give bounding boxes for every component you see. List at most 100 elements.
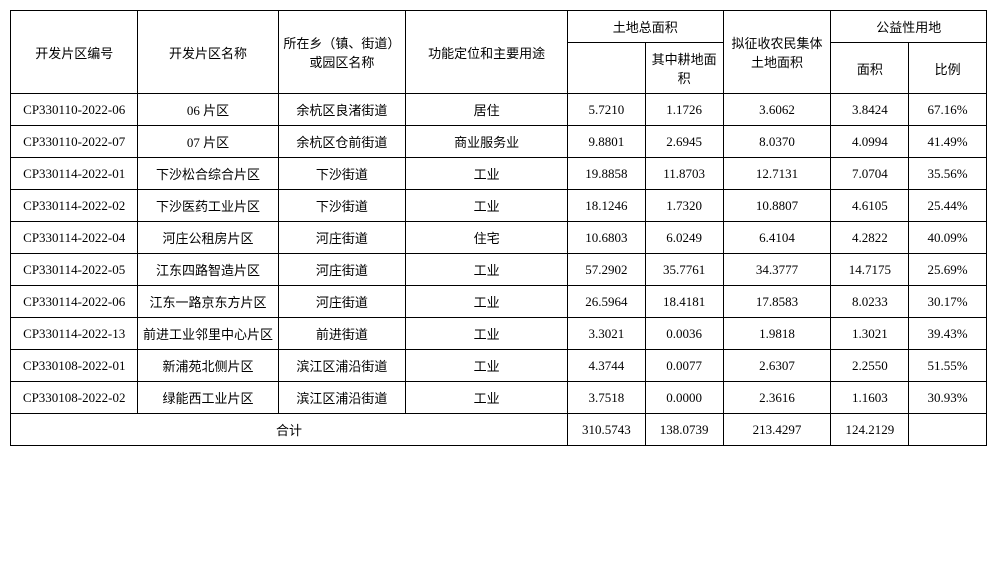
cell-public-ratio: 30.17% <box>909 286 987 318</box>
cell-name: 河庄公租房片区 <box>138 222 278 254</box>
cell-farmland: 11.8703 <box>645 158 723 190</box>
cell-location: 余杭区良渚街道 <box>278 94 405 126</box>
cell-function: 工业 <box>406 254 568 286</box>
cell-public-ratio: 25.69% <box>909 254 987 286</box>
cell-farmland: 2.6945 <box>645 126 723 158</box>
cell-name: 江东一路京东方片区 <box>138 286 278 318</box>
cell-location: 河庄街道 <box>278 254 405 286</box>
cell-total-area: 18.1246 <box>568 190 646 222</box>
cell-id: CP330108-2022-01 <box>11 350 138 382</box>
land-development-table: 开发片区编号 开发片区名称 所在乡（镇、街道）或园区名称 功能定位和主要用途 土… <box>10 10 987 446</box>
cell-function: 工业 <box>406 350 568 382</box>
cell-name: 06 片区 <box>138 94 278 126</box>
cell-id: CP330108-2022-02 <box>11 382 138 414</box>
header-function: 功能定位和主要用途 <box>406 11 568 94</box>
cell-farmland: 18.4181 <box>645 286 723 318</box>
cell-collective: 6.4104 <box>723 222 831 254</box>
cell-farmland: 0.0000 <box>645 382 723 414</box>
cell-location: 河庄街道 <box>278 222 405 254</box>
cell-total-area: 26.5964 <box>568 286 646 318</box>
table-row: CP330114-2022-13前进工业邻里中心片区前进街道工业3.30210.… <box>11 318 987 350</box>
header-id: 开发片区编号 <box>11 11 138 94</box>
cell-location: 余杭区仓前街道 <box>278 126 405 158</box>
table-row: CP330114-2022-06江东一路京东方片区河庄街道工业26.596418… <box>11 286 987 318</box>
cell-collective: 8.0370 <box>723 126 831 158</box>
cell-name: 07 片区 <box>138 126 278 158</box>
cell-total-area: 4.3744 <box>568 350 646 382</box>
cell-farmland: 0.0036 <box>645 318 723 350</box>
cell-farmland: 1.7320 <box>645 190 723 222</box>
cell-name: 下沙松合综合片区 <box>138 158 278 190</box>
cell-name: 绿能西工业片区 <box>138 382 278 414</box>
cell-public-ratio: 51.55% <box>909 350 987 382</box>
cell-collective: 3.6062 <box>723 94 831 126</box>
header-public-group: 公益性用地 <box>831 11 987 43</box>
cell-public-ratio: 41.49% <box>909 126 987 158</box>
cell-total-area: 3.7518 <box>568 382 646 414</box>
cell-function: 商业服务业 <box>406 126 568 158</box>
cell-public-area: 4.2822 <box>831 222 909 254</box>
cell-function: 居住 <box>406 94 568 126</box>
cell-public-ratio: 25.44% <box>909 190 987 222</box>
cell-farmland: 35.7761 <box>645 254 723 286</box>
table-row: CP330110-2022-0606 片区余杭区良渚街道居住5.72101.17… <box>11 94 987 126</box>
cell-function: 工业 <box>406 382 568 414</box>
cell-function: 工业 <box>406 190 568 222</box>
total-public-area: 124.2129 <box>831 414 909 446</box>
header-collective-area: 拟征收农民集体土地面积 <box>723 11 831 94</box>
cell-collective: 2.6307 <box>723 350 831 382</box>
total-total-area: 310.5743 <box>568 414 646 446</box>
table-row: CP330114-2022-04河庄公租房片区河庄街道住宅10.68036.02… <box>11 222 987 254</box>
cell-id: CP330114-2022-04 <box>11 222 138 254</box>
cell-location: 滨江区浦沿街道 <box>278 382 405 414</box>
cell-location: 下沙街道 <box>278 190 405 222</box>
header-public-ratio: 比例 <box>909 43 987 94</box>
cell-public-area: 14.7175 <box>831 254 909 286</box>
cell-public-area: 2.2550 <box>831 350 909 382</box>
header-farmland-area: 其中耕地面积 <box>645 43 723 94</box>
cell-collective: 34.3777 <box>723 254 831 286</box>
cell-id: CP330110-2022-07 <box>11 126 138 158</box>
cell-farmland: 6.0249 <box>645 222 723 254</box>
cell-id: CP330114-2022-01 <box>11 158 138 190</box>
table-row: CP330114-2022-01下沙松合综合片区下沙街道工业19.885811.… <box>11 158 987 190</box>
cell-total-area: 3.3021 <box>568 318 646 350</box>
cell-public-ratio: 30.93% <box>909 382 987 414</box>
cell-id: CP330114-2022-06 <box>11 286 138 318</box>
table-total-row: 合计310.5743138.0739213.4297124.2129 <box>11 414 987 446</box>
cell-function: 工业 <box>406 318 568 350</box>
header-location: 所在乡（镇、街道）或园区名称 <box>278 11 405 94</box>
cell-total-area: 19.8858 <box>568 158 646 190</box>
cell-public-ratio: 40.09% <box>909 222 987 254</box>
total-collective: 213.4297 <box>723 414 831 446</box>
cell-public-ratio: 67.16% <box>909 94 987 126</box>
cell-location: 滨江区浦沿街道 <box>278 350 405 382</box>
cell-collective: 2.3616 <box>723 382 831 414</box>
cell-public-area: 1.1603 <box>831 382 909 414</box>
cell-public-ratio: 39.43% <box>909 318 987 350</box>
cell-total-area: 5.7210 <box>568 94 646 126</box>
cell-function: 住宅 <box>406 222 568 254</box>
table-row: CP330108-2022-01新浦苑北侧片区滨江区浦沿街道工业4.37440.… <box>11 350 987 382</box>
table-row: CP330114-2022-02下沙医药工业片区下沙街道工业18.12461.7… <box>11 190 987 222</box>
cell-total-area: 57.2902 <box>568 254 646 286</box>
cell-location: 下沙街道 <box>278 158 405 190</box>
cell-function: 工业 <box>406 286 568 318</box>
header-public-area: 面积 <box>831 43 909 94</box>
cell-public-area: 3.8424 <box>831 94 909 126</box>
cell-collective: 17.8583 <box>723 286 831 318</box>
cell-total-area: 10.6803 <box>568 222 646 254</box>
header-total-area-blank <box>568 43 646 94</box>
cell-public-area: 8.0233 <box>831 286 909 318</box>
cell-name: 前进工业邻里中心片区 <box>138 318 278 350</box>
table-row: CP330108-2022-02绿能西工业片区滨江区浦沿街道工业3.75180.… <box>11 382 987 414</box>
cell-public-area: 1.3021 <box>831 318 909 350</box>
cell-location: 河庄街道 <box>278 286 405 318</box>
total-public-ratio <box>909 414 987 446</box>
cell-public-area: 4.6105 <box>831 190 909 222</box>
cell-function: 工业 <box>406 158 568 190</box>
table-row: CP330114-2022-05江东四路智造片区河庄街道工业57.290235.… <box>11 254 987 286</box>
total-farmland: 138.0739 <box>645 414 723 446</box>
cell-id: CP330114-2022-05 <box>11 254 138 286</box>
table-row: CP330110-2022-0707 片区余杭区仓前街道商业服务业9.88012… <box>11 126 987 158</box>
